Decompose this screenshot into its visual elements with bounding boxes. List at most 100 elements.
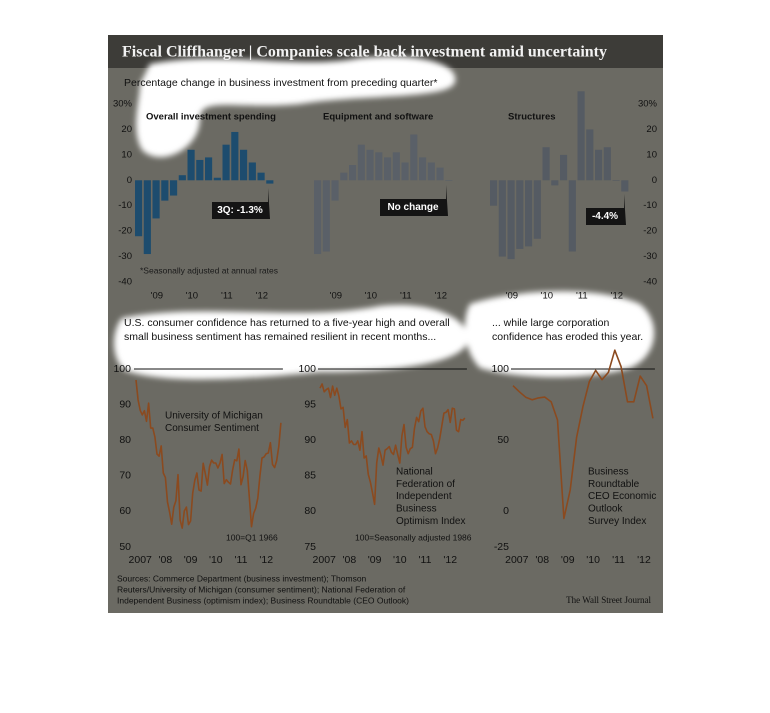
bar: [533, 180, 541, 239]
x-tick-label: '11: [235, 554, 248, 566]
bar: [612, 180, 620, 181]
callout-box: [380, 185, 448, 216]
x-tick-label: '09: [561, 554, 575, 566]
y-tick-label: 20: [646, 124, 657, 135]
bar: [410, 134, 418, 181]
series-label: University of Michigan: [165, 411, 263, 422]
series-label: Business: [588, 467, 629, 478]
y-tick-label: 0: [652, 175, 657, 186]
sources: Sources: Commerce Department (business i…: [117, 573, 367, 583]
callout-label: -4.4%: [592, 211, 618, 222]
x-tick-label: '08: [535, 554, 549, 566]
bar: [349, 165, 357, 181]
callout-label: 3Q: -1.3%: [217, 205, 263, 216]
y-tick-label: -10: [643, 200, 657, 211]
x-tick-label: '09: [506, 291, 518, 302]
bar: [445, 180, 453, 181]
x-tick-label: '12: [611, 291, 623, 302]
y-tick-label: -10: [118, 200, 132, 211]
bar: [143, 180, 151, 255]
y-tick-label: 50: [119, 541, 131, 553]
y-tick-label: -20: [118, 226, 132, 237]
highlight-blobs: [114, 56, 655, 380]
y-tick-label: 90: [119, 398, 131, 410]
x-tick-label: '11: [612, 554, 625, 566]
bar: [240, 149, 248, 181]
y-tick-label: 10: [121, 149, 132, 160]
bar: [357, 144, 365, 181]
series-label: Roundtable: [588, 479, 640, 490]
bar: [603, 147, 611, 181]
callout-box: [212, 188, 270, 219]
chart-label: Structures: [508, 112, 556, 123]
bar: [384, 157, 392, 181]
bar: [178, 175, 186, 181]
y-tick-label: 90: [304, 434, 316, 446]
series-label: CEO Economic: [588, 491, 656, 502]
series-label: Business: [396, 504, 437, 515]
chart-label: Overall investment spending: [146, 112, 276, 123]
bar: [257, 172, 265, 181]
bar: [231, 131, 239, 181]
x-tick-label: '11: [576, 291, 588, 302]
bar: [322, 180, 330, 252]
x-tick-label: '11: [221, 291, 233, 302]
y-tick-label: 10: [646, 149, 657, 160]
x-tick-label: '11: [400, 291, 412, 302]
series-label: National: [396, 467, 433, 478]
y-tick-label: -40: [118, 277, 132, 288]
x-tick-label: '10: [365, 291, 377, 302]
y-tick-label: 0: [503, 505, 509, 517]
x-tick-label: '12: [637, 554, 651, 566]
x-tick-label: 2007: [505, 554, 529, 566]
y-tick-label: 80: [119, 434, 131, 446]
y-tick-label: 85: [304, 470, 316, 482]
y-tick-label: 100: [298, 363, 316, 375]
x-tick-label: '10: [186, 291, 198, 302]
y-tick-label: 0: [127, 175, 132, 186]
series-label: Survey Index: [588, 516, 646, 527]
bar: [595, 149, 603, 181]
y-tick-label: 50: [497, 434, 509, 446]
y-tick-label: 30%: [638, 99, 658, 110]
x-tick-label: 2007: [129, 554, 153, 566]
bar: [507, 180, 515, 260]
bar: [577, 91, 585, 181]
y-tick-label: 70: [119, 470, 131, 482]
bar: [560, 154, 568, 181]
bar: [152, 180, 160, 219]
series-note: 100=Q1 1966: [226, 532, 278, 542]
bar: [525, 180, 533, 247]
line: [512, 349, 654, 520]
left-text: small business sentiment has remained re…: [124, 331, 436, 343]
bar: [375, 152, 383, 181]
x-tick-label: '12: [259, 554, 273, 566]
y-tick-label: 100: [113, 363, 131, 375]
x-tick-label: '10: [541, 291, 553, 302]
x-tick-label: '09: [368, 554, 382, 566]
bar: [213, 177, 221, 181]
y-tick-label: 75: [304, 541, 316, 553]
bar: [401, 162, 409, 181]
bar: [490, 180, 498, 206]
bar: [436, 167, 444, 181]
bar: [266, 180, 274, 184]
x-tick-label: '10: [209, 554, 223, 566]
bar: [222, 144, 230, 181]
subtitle: Percentage change in business investment…: [124, 77, 437, 89]
series-label: Outlook: [588, 504, 623, 515]
sources: Independent Business (optimism index); B…: [117, 595, 409, 605]
title: Fiscal Cliffhanger | Companies scale bac…: [122, 44, 607, 61]
series-label: Optimism Index: [396, 516, 465, 527]
line: [319, 383, 466, 506]
y-tick-label: -25: [494, 541, 509, 553]
x-tick-label: '10: [393, 554, 407, 566]
bar: [170, 180, 178, 196]
bar: [586, 129, 594, 181]
callout-label: No change: [387, 202, 439, 213]
bar: [542, 147, 550, 181]
x-tick-label: '12: [443, 554, 457, 566]
series-label: Federation of: [396, 479, 455, 490]
footnote: *Seasonally adjusted at annual rates: [140, 265, 278, 275]
